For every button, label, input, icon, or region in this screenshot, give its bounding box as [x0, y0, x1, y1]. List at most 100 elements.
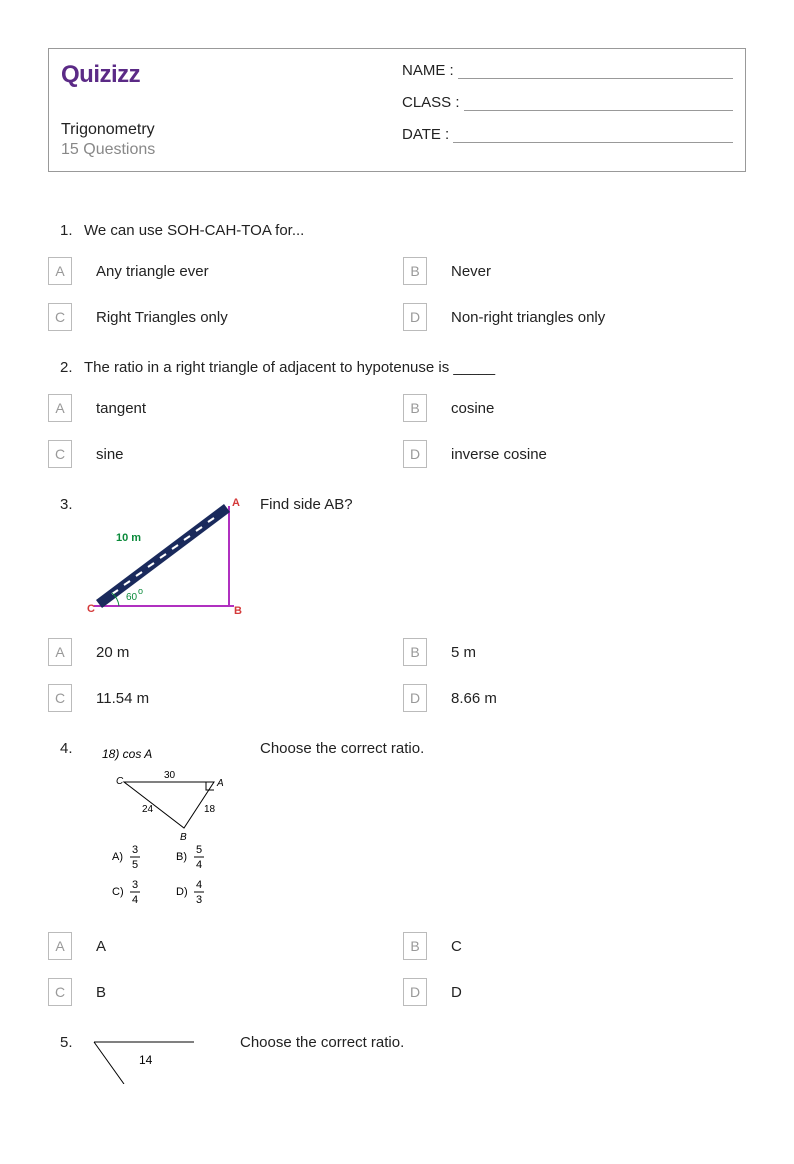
option-text: Any triangle ever: [96, 263, 209, 280]
option-d[interactable]: D 8.66 m: [403, 684, 746, 712]
option-text: 5 m: [451, 644, 476, 661]
date-blank[interactable]: [453, 125, 733, 143]
option-text: cosine: [451, 400, 494, 417]
svg-text:C: C: [87, 603, 95, 615]
question-number: 3.: [48, 496, 84, 513]
option-letter-box: A: [48, 932, 72, 960]
question-number: 4.: [48, 740, 84, 757]
option-c[interactable]: C 11.54 m: [48, 684, 391, 712]
option-letter-box: C: [48, 978, 72, 1006]
option-letter-box: D: [403, 303, 427, 331]
option-letter-box: C: [48, 440, 72, 468]
option-letter-box: D: [403, 440, 427, 468]
quiz-title: Trigonometry: [61, 121, 392, 139]
svg-text:B): B): [176, 851, 187, 863]
svg-text:o: o: [138, 586, 143, 596]
svg-text:3: 3: [132, 879, 138, 891]
question-text: The ratio in a right triangle of adjacen…: [84, 359, 746, 376]
svg-text:24: 24: [142, 804, 154, 815]
question-image-cos-triangle: 18) cos A C A B 30 24 18 A) 3 5: [84, 740, 244, 914]
option-text: B: [96, 984, 106, 1001]
option-letter-box: B: [403, 394, 427, 422]
question-3: 3.: [48, 496, 746, 712]
quiz-subtitle: 15 Questions: [61, 141, 392, 159]
option-text: inverse cosine: [451, 446, 547, 463]
option-b[interactable]: B cosine: [403, 394, 746, 422]
option-a[interactable]: A tangent: [48, 394, 391, 422]
option-a[interactable]: A Any triangle ever: [48, 257, 391, 285]
question-text: Choose the correct ratio.: [260, 740, 424, 757]
question-number: 5.: [48, 1034, 84, 1051]
question-4: 4. 18) cos A C A B 30 24 18 A): [48, 740, 746, 1006]
svg-text:3: 3: [196, 894, 202, 906]
svg-text:4: 4: [196, 879, 202, 891]
option-letter-box: A: [48, 257, 72, 285]
option-a[interactable]: A 20 m: [48, 638, 391, 666]
question-5: 5. 14 Choose the correct ratio.: [48, 1034, 746, 1088]
option-letter-box: C: [48, 684, 72, 712]
option-text: C: [451, 938, 462, 955]
option-letter-box: C: [48, 303, 72, 331]
svg-text:A: A: [216, 778, 224, 789]
name-blank[interactable]: [458, 61, 733, 79]
class-label: CLASS :: [402, 94, 460, 111]
svg-text:4: 4: [196, 859, 202, 871]
svg-text:60: 60: [126, 592, 138, 603]
option-text: tangent: [96, 400, 146, 417]
option-letter-box: B: [403, 257, 427, 285]
option-b[interactable]: B Never: [403, 257, 746, 285]
question-image-ladder: A B C 10 m 60 o: [84, 496, 244, 620]
option-text: D: [451, 984, 462, 1001]
svg-text:D): D): [176, 886, 188, 898]
option-letter-box: A: [48, 638, 72, 666]
question-text: Choose the correct ratio.: [240, 1034, 404, 1051]
option-letter-box: D: [403, 978, 427, 1006]
question-text: We can use SOH-CAH-TOA for...: [84, 222, 746, 239]
option-d[interactable]: D inverse cosine: [403, 440, 746, 468]
svg-text:18: 18: [204, 804, 216, 815]
option-text: A: [96, 938, 106, 955]
svg-text:C): C): [112, 886, 124, 898]
option-c[interactable]: C Right Triangles only: [48, 303, 391, 331]
svg-text:18) cos A: 18) cos A: [102, 747, 152, 761]
option-text: Right Triangles only: [96, 309, 228, 326]
option-text: 11.54 m: [96, 690, 149, 707]
question-1: 1. We can use SOH-CAH-TOA for... A Any t…: [48, 222, 746, 331]
question-number: 2.: [48, 359, 84, 376]
svg-text:C: C: [116, 776, 124, 787]
svg-text:10 m: 10 m: [116, 532, 141, 544]
option-letter-box: A: [48, 394, 72, 422]
svg-text:14: 14: [139, 1053, 153, 1067]
question-2: 2. The ratio in a right triangle of adja…: [48, 359, 746, 468]
name-label: NAME :: [402, 62, 454, 79]
svg-text:A): A): [112, 851, 123, 863]
option-text: 20 m: [96, 644, 129, 661]
svg-text:4: 4: [132, 894, 138, 906]
option-b[interactable]: B C: [403, 932, 746, 960]
option-c[interactable]: C B: [48, 978, 391, 1006]
option-d[interactable]: D Non-right triangles only: [403, 303, 746, 331]
class-blank[interactable]: [464, 93, 733, 111]
brand-logo: Quizizz: [61, 61, 392, 89]
svg-text:5: 5: [196, 844, 202, 856]
question-text: Find side AB?: [260, 496, 353, 513]
question-number: 1.: [48, 222, 84, 239]
svg-text:B: B: [180, 832, 187, 843]
option-letter-box: D: [403, 684, 427, 712]
option-letter-box: B: [403, 932, 427, 960]
date-label: DATE :: [402, 126, 449, 143]
option-b[interactable]: B 5 m: [403, 638, 746, 666]
option-text: 8.66 m: [451, 690, 497, 707]
option-a[interactable]: A A: [48, 932, 391, 960]
svg-text:B: B: [234, 605, 242, 616]
option-letter-box: B: [403, 638, 427, 666]
option-d[interactable]: D D: [403, 978, 746, 1006]
option-c[interactable]: C sine: [48, 440, 391, 468]
question-image-partial-triangle: 14: [84, 1034, 224, 1088]
option-text: Non-right triangles only: [451, 309, 605, 326]
svg-text:5: 5: [132, 859, 138, 871]
option-text: sine: [96, 446, 124, 463]
svg-text:A: A: [232, 497, 240, 509]
worksheet-header: Quizizz Trigonometry 15 Questions NAME :…: [48, 48, 746, 172]
svg-text:3: 3: [132, 844, 138, 856]
